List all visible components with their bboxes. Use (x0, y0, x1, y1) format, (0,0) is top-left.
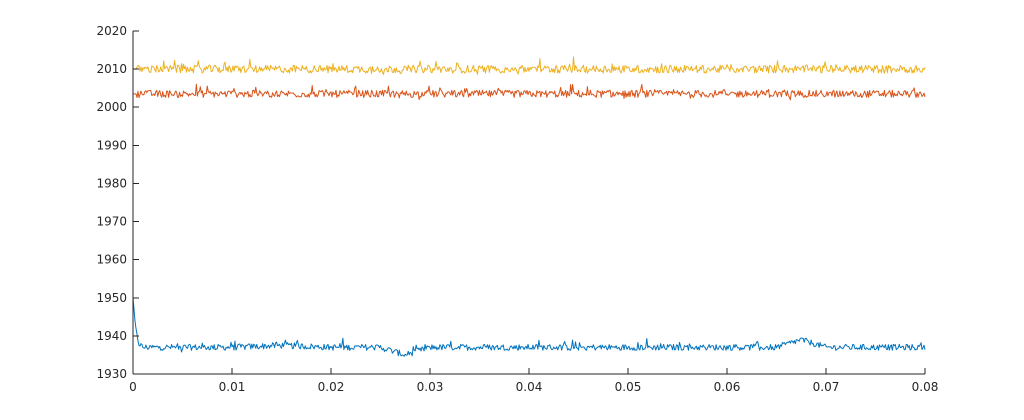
series-layer (132, 56, 926, 357)
series-line-3 (133, 56, 926, 75)
y-tick-label: 1990 (96, 138, 127, 152)
y-tick-label: 1950 (96, 291, 127, 305)
x-tick-label: 0.08 (912, 380, 939, 394)
y-tick-label: 1960 (96, 253, 127, 267)
x-tick-label: 0.06 (714, 380, 741, 394)
y-tick-label: 1980 (96, 176, 127, 190)
axes (132, 31, 925, 375)
series-line-1 (132, 297, 926, 357)
x-tick-label: 0.05 (615, 380, 642, 394)
y-tick-label: 2010 (96, 62, 127, 76)
y-tick-label: 1940 (96, 329, 127, 343)
x-tick-label: 0.02 (318, 380, 345, 394)
y-tick-label: 2020 (96, 24, 127, 38)
y-tick-label: 1930 (96, 367, 127, 381)
x-tick-label: 0.04 (516, 380, 543, 394)
y-ticks: 1930 1940 1950 1960 1970 1980 1990 2000 2010 2020 (96, 24, 139, 381)
x-tick-label: 0.07 (813, 380, 840, 394)
x-tick-label: 0.01 (219, 380, 246, 394)
x-tick-label: 0 (129, 380, 137, 394)
series-line-2 (133, 83, 926, 101)
y-tick-label: 2000 (96, 100, 127, 114)
x-ticks: 0 0.01 0.02 0.03 0.04 0.05 0.06 0.07 0.08 (129, 368, 938, 394)
x-tick-label: 0.03 (417, 380, 444, 394)
y-tick-label: 1970 (96, 215, 127, 229)
